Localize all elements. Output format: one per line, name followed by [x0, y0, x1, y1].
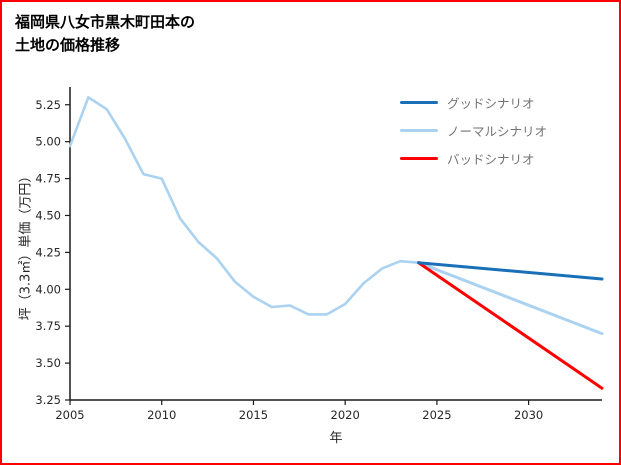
x-tick-label: 2020	[331, 408, 360, 422]
legend-label-normal: ノーマルシナリオ	[447, 124, 548, 139]
y-tick-label: 3.25	[35, 393, 61, 407]
y-tick-label: 3.75	[35, 319, 61, 333]
legend-label-good: グッドシナリオ	[447, 96, 535, 111]
y-tick-label: 3.50	[35, 356, 61, 370]
y-tick-label: 5.00	[35, 135, 61, 149]
series-line-normal	[417, 261, 604, 336]
x-tick-label: 2030	[514, 408, 543, 422]
x-tick-label: 2025	[422, 408, 451, 422]
y-tick-label: 4.00	[35, 282, 61, 296]
legend-line-swatch-bad	[400, 157, 438, 160]
y-tick-label: 4.25	[35, 245, 61, 259]
legend-label-bad: バッドシナリオ	[447, 152, 535, 167]
y-tick-label: 5.25	[35, 98, 61, 112]
chart-title-line1: 福岡県八女市黒木町田本の	[15, 13, 196, 31]
legend-item-good: グッドシナリオ	[400, 93, 547, 112]
chart-title: 福岡県八女市黒木町田本の 土地の価格推移	[15, 11, 195, 58]
series-line-bad	[417, 261, 604, 390]
x-tick-label: 2005	[55, 408, 84, 422]
legend-item-bad: バッドシナリオ	[400, 149, 547, 168]
legend-line-swatch-normal	[400, 129, 438, 132]
y-tick-label: 4.50	[35, 208, 61, 222]
y-axis-label: 坪（3.3㎡）単価（万円）	[18, 169, 34, 321]
y-tick-label: 4.75	[35, 172, 61, 186]
series-line-history	[68, 96, 420, 316]
chart-title-line2: 土地の価格推移	[15, 36, 121, 55]
x-tick-label: 2015	[239, 408, 268, 422]
x-axis-label: 年	[329, 431, 343, 446]
legend-item-normal: ノーマルシナリオ	[400, 121, 547, 140]
series-line-good	[417, 261, 604, 281]
chart-legend: グッドシナリオ ノーマルシナリオ バッドシナリオ	[400, 93, 547, 168]
legend-line-swatch-good	[400, 101, 438, 104]
x-tick-label: 2010	[147, 408, 176, 422]
